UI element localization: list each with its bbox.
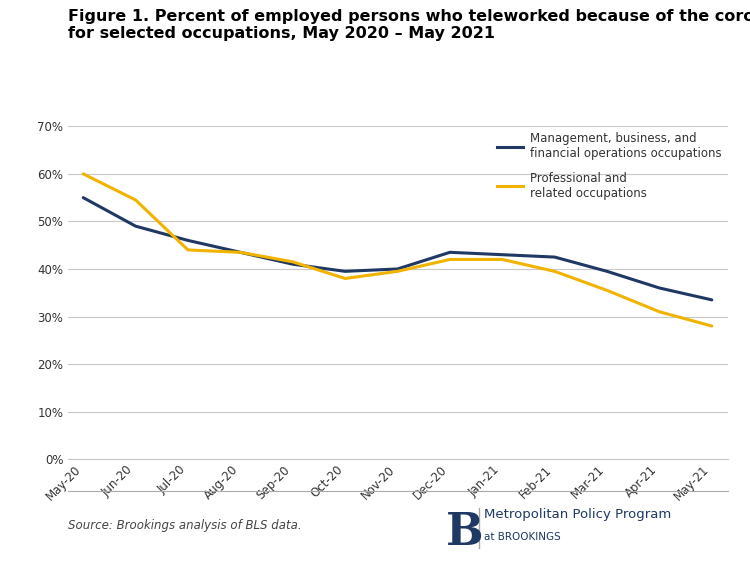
- Legend: Management, business, and
financial operations occupations, Professional and
rel: Management, business, and financial oper…: [497, 132, 722, 200]
- Text: for selected occupations, May 2020 – May 2021: for selected occupations, May 2020 – May…: [68, 26, 494, 41]
- Text: Figure 1. Percent of employed persons who teleworked because of the coronavirus : Figure 1. Percent of employed persons wh…: [68, 9, 750, 24]
- Text: at BROOKINGS: at BROOKINGS: [484, 533, 560, 542]
- Text: B: B: [446, 511, 484, 554]
- Text: Source: Brookings analysis of BLS data.: Source: Brookings analysis of BLS data.: [68, 519, 301, 532]
- Text: Metropolitan Policy Program: Metropolitan Policy Program: [484, 508, 671, 521]
